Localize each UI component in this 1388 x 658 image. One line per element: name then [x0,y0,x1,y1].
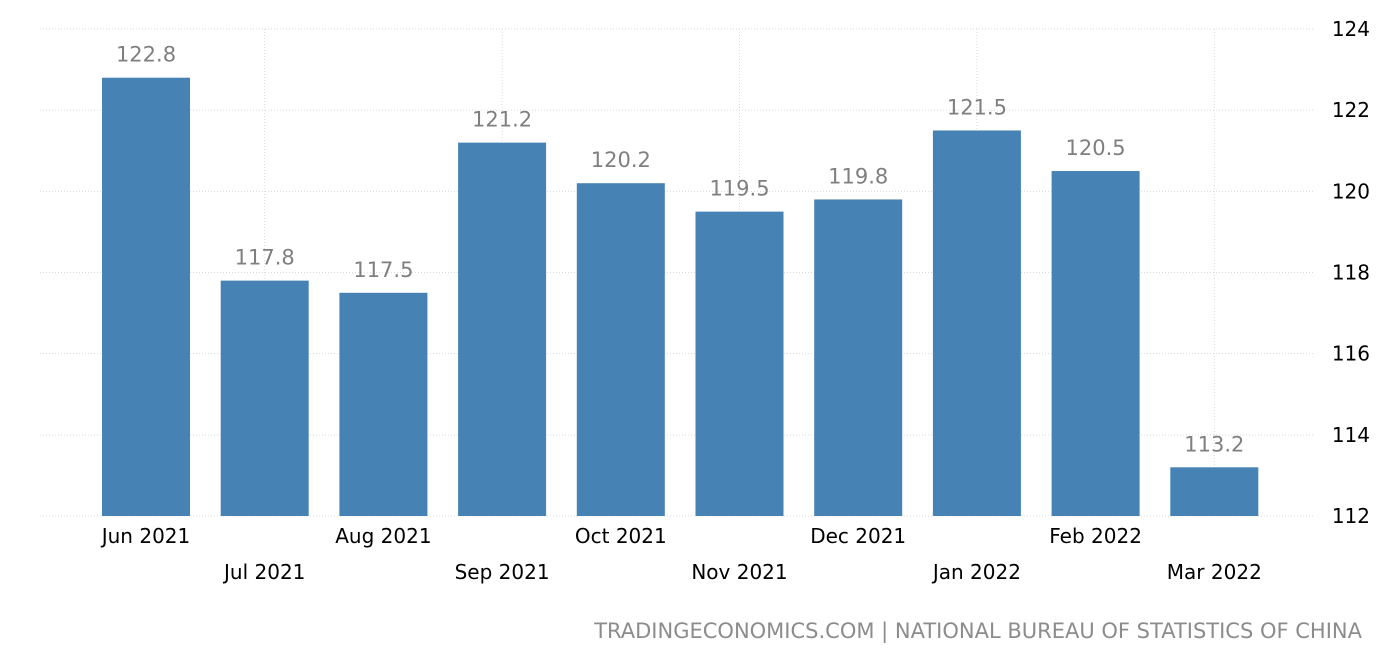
x-tick-label: Aug 2021 [335,524,431,548]
data-label: 121.2 [472,108,532,132]
data-label: 120.2 [591,148,651,172]
data-label: 119.8 [828,164,888,188]
data-label: 117.8 [235,246,295,270]
x-tick-label: Jun 2021 [100,524,191,548]
x-tick-label: Mar 2022 [1167,560,1262,584]
bar [1051,171,1140,516]
x-tick-label: Dec 2021 [810,524,906,548]
y-tick-label: 122 [1332,98,1370,122]
bars [102,77,1259,517]
bar [102,77,190,516]
bar [576,183,665,516]
data-label: 120.5 [1066,136,1126,160]
bar [458,142,547,516]
y-tick-label: 118 [1332,261,1370,285]
bar [814,199,903,516]
x-tick-label: Jan 2022 [931,560,1021,584]
bar [1170,467,1259,516]
data-label: 113.2 [1184,432,1244,456]
x-tick-label: Nov 2021 [691,560,787,584]
x-tick-label: Jul 2021 [222,560,305,584]
y-axis-ticks: 112 114 116 118 120 122 124 [1332,17,1370,528]
bar [932,130,1021,517]
bar [695,211,784,516]
source-credit: TRADINGECONOMICS.COM | NATIONAL BUREAU O… [594,619,1362,643]
y-tick-label: 116 [1332,342,1370,366]
data-label: 117.5 [353,258,413,282]
y-tick-label: 120 [1332,179,1370,203]
data-label: 121.5 [947,95,1007,119]
y-tick-label: 114 [1332,423,1370,447]
x-axis-ticks: Jun 2021 Jul 2021 Aug 2021 Sep 2021 Oct 2021… [100,524,1262,584]
data-label: 122.8 [116,43,176,67]
bar [339,292,428,516]
data-label: 119.5 [709,177,769,201]
x-tick-label: Sep 2021 [455,560,550,584]
x-tick-label: Feb 2022 [1049,524,1142,548]
y-tick-label: 124 [1332,17,1370,41]
bar [220,280,309,516]
y-tick-label: 112 [1332,504,1370,528]
x-tick-label: Oct 2021 [575,524,667,548]
value-labels: 122.8 117.8 117.5 121.2 120.2 119.5 119.8 121.5… [116,43,1244,457]
